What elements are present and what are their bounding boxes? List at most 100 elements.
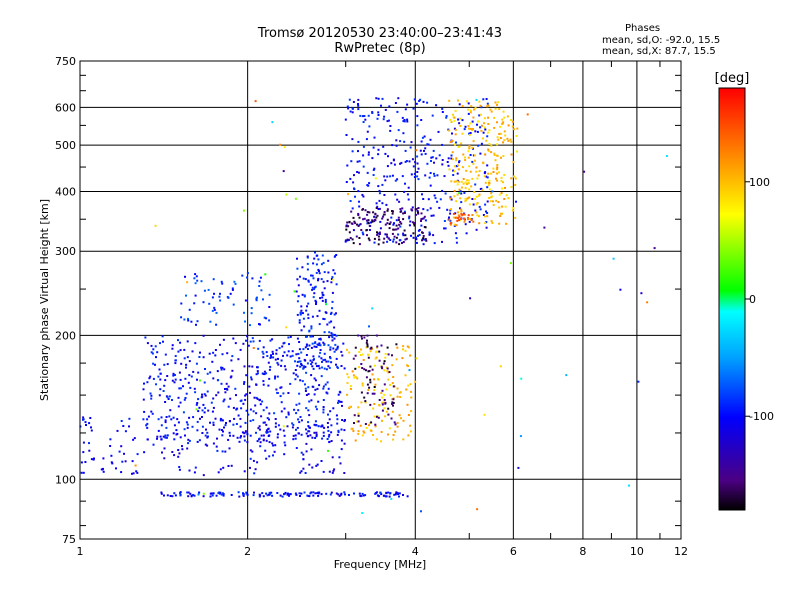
data-point [312,359,315,361]
data-point [279,143,282,146]
data-point [302,453,305,456]
data-point [293,290,296,293]
data-point [503,130,506,133]
data-point [314,251,316,254]
data-point [363,431,366,434]
data-point [472,116,475,119]
data-point [179,401,182,404]
data-point [653,247,656,250]
data-point [335,492,338,495]
data-point [260,289,263,292]
data-point [352,181,355,184]
data-point [456,183,459,186]
data-point [322,385,325,388]
data-point [357,104,360,107]
data-point [357,420,360,423]
data-point [356,420,359,423]
data-point [193,471,196,474]
data-point [461,119,464,122]
data-point [407,414,410,416]
data-point [248,385,251,388]
data-point [321,425,324,428]
data-point [368,386,371,389]
data-point [381,419,383,422]
data-point [361,231,364,234]
data-point [262,356,265,359]
data-point [348,406,351,408]
data-point [217,471,220,474]
data-point [304,472,307,474]
data-point [161,451,163,454]
data-point [186,356,189,359]
data-point [517,466,520,469]
data-point [298,341,301,343]
data-point [352,216,355,219]
data-point [498,133,501,135]
data-point [421,231,423,234]
data-point [302,367,305,370]
data-point [328,440,331,443]
data-point [203,289,206,292]
data-point [501,122,504,125]
data-point [165,416,168,418]
data-point [147,415,150,418]
data-point [215,311,218,314]
data-point [160,492,163,495]
data-point [179,494,182,497]
data-point [483,126,486,129]
data-point [183,348,186,351]
data-point [292,423,295,426]
data-point [333,468,336,471]
data-point [499,132,502,135]
data-point [164,379,167,382]
data-point [301,312,304,315]
data-point [258,493,261,496]
data-point [327,360,330,363]
data-point [186,447,189,450]
data-point [397,216,400,219]
data-point [419,98,422,101]
data-point [136,471,139,474]
data-point [395,241,398,244]
data-point [257,427,260,430]
data-point [303,491,306,494]
data-point [198,439,201,442]
data-point [402,494,404,496]
data-point [288,494,290,497]
data-point [307,317,310,320]
data-point [307,313,310,316]
data-point [261,350,264,353]
data-point [368,224,371,227]
data-point [156,437,158,440]
data-point [398,223,401,226]
data-point [268,377,271,380]
data-point [150,351,153,354]
data-point [283,365,286,368]
data-point [288,343,290,346]
data-point [174,362,177,365]
data-point [314,299,317,302]
data-point [467,156,470,159]
data-point [472,203,475,206]
data-point [335,363,337,366]
data-point [369,350,372,353]
data-point [322,408,325,411]
data-point [313,342,316,345]
data-point [166,396,169,399]
data-point [410,234,412,237]
data-point [289,493,292,496]
data-point [424,219,427,222]
data-point [428,233,431,236]
data-point [305,371,308,374]
data-point [386,370,389,373]
data-point [287,392,290,394]
data-point [467,112,470,115]
data-point [186,426,189,429]
data-point [196,420,199,423]
data-point [179,349,182,352]
data-point [318,355,321,358]
data-point [500,180,503,182]
data-point [343,472,346,474]
data-point [286,425,289,428]
data-point [377,232,380,235]
